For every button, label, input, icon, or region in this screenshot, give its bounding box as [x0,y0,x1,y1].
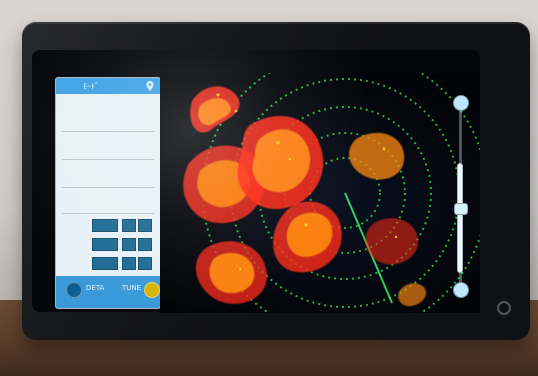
echo-cluster [252,129,311,193]
echo-cluster [197,160,251,208]
echo-speckle [288,157,292,161]
echo-speckle [276,141,280,145]
radar-visualization [160,73,480,313]
echo-speckles [216,93,398,271]
radar-echoes [183,86,426,307]
control-mini-1[interactable] [122,238,136,251]
echo-cluster [398,283,426,307]
panel-header-text: ﾓｰﾄﾞ [83,82,99,91]
panel-separator [62,159,154,160]
control-mini-1[interactable] [122,219,136,232]
panel-separator [62,213,154,214]
control-box[interactable] [92,257,118,270]
range-top-knob[interactable] [453,95,469,111]
panel-separator [62,131,154,132]
control-mini-2[interactable] [138,257,152,270]
footer-right-icon[interactable] [144,282,160,298]
panel-separator [62,187,154,188]
echo-speckle [394,235,398,239]
echo-cluster [286,212,333,257]
control-mini-2[interactable] [138,219,152,232]
echo-speckle [304,223,308,227]
control-row-1 [64,218,154,232]
echo-speckle [238,267,242,271]
footer-right-label[interactable]: TUNE [122,284,142,292]
control-mini-1[interactable] [122,257,136,270]
power-icon[interactable] [497,301,511,315]
control-box[interactable] [92,238,118,251]
panel-footer: DETA TUNE [56,276,160,308]
control-mini-2[interactable] [138,238,152,251]
range-control [453,95,469,300]
range-bottom-knob[interactable] [453,282,469,298]
control-box[interactable] [92,219,118,232]
range-bar[interactable] [457,163,463,273]
range-ring [284,132,406,254]
location-pin-icon [146,81,154,91]
echo-speckle [234,109,238,113]
echo-speckle [382,147,386,151]
range-handle-icon[interactable] [454,203,468,215]
control-row-3 [64,256,154,270]
range-ring [258,106,432,280]
left-control-panel: ﾓｰﾄﾞ DETA TUNE [55,77,161,309]
control-row-2 [64,237,154,251]
echo-cluster [209,253,255,294]
echo-cluster [198,98,231,126]
panel-body [56,94,160,308]
echo-cluster [349,132,405,180]
footer-left-label[interactable]: DETA [86,284,105,292]
echo-speckle [216,93,220,97]
footer-left-icon[interactable] [66,282,82,298]
echo-cluster [365,218,419,265]
panel-header: ﾓｰﾄﾞ [56,78,160,94]
